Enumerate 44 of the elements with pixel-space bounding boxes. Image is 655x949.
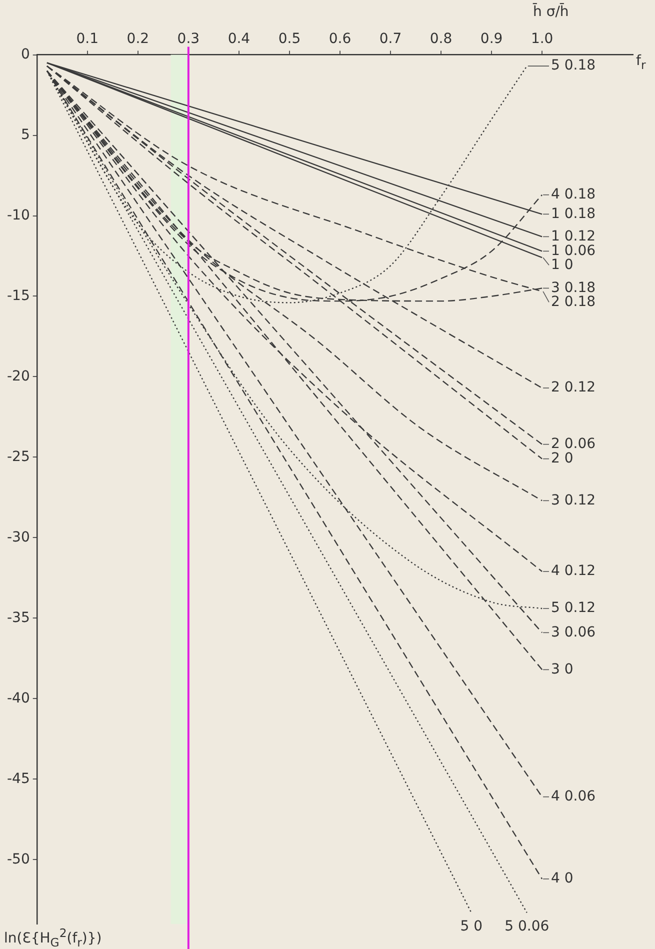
x-tick-label: 0.2 xyxy=(126,31,150,48)
series-label: 3 0.12 xyxy=(551,492,596,508)
y-tick-label: -30 xyxy=(6,529,30,546)
series-label: 1 0.06 xyxy=(551,242,596,259)
series-label: 2 0.06 xyxy=(551,436,596,452)
x-tick-label: 0.1 xyxy=(76,31,99,48)
y-tick-label: 0 xyxy=(20,46,30,62)
y-tick-label: -40 xyxy=(6,690,30,706)
series-label: 5 0 xyxy=(460,918,482,934)
x-tick-label: 0.4 xyxy=(228,31,250,48)
y-tick-label: -45 xyxy=(6,770,30,787)
series-label: 5 0.12 xyxy=(551,600,596,616)
series-label: 4 0.12 xyxy=(551,563,596,580)
y-tick-label: -20 xyxy=(6,368,30,384)
series-label: 5 0.18 xyxy=(551,58,596,74)
series-label: 1 0 xyxy=(551,256,574,273)
x-tick-label: 0.8 xyxy=(430,31,452,48)
series-label: 3 0 xyxy=(551,661,574,678)
y-tick-label: -35 xyxy=(6,610,30,626)
y-axis-title: ln(Ɛ{H$_{G}$$^{2}$(f$_{r}$)}) xyxy=(4,926,102,949)
series-label: 2 0.18 xyxy=(551,294,596,310)
series-label: 1 0.12 xyxy=(551,228,596,244)
series-label: 4 0 xyxy=(551,870,574,887)
series-label: 4 0.06 xyxy=(551,788,596,804)
x-axis-title: f$_{r}$ xyxy=(636,52,646,72)
x-tick-label: 0.9 xyxy=(480,31,503,48)
series-label: 2 0 xyxy=(551,450,574,466)
y-tick-label: -10 xyxy=(6,207,30,224)
x-tick-label: 0.3 xyxy=(177,31,200,48)
series-label: 3 0.06 xyxy=(551,624,596,640)
x-tick-label: 1.0 xyxy=(530,31,554,48)
y-tick-label: -15 xyxy=(6,288,30,304)
y-tick-label: -25 xyxy=(6,448,30,465)
series-label: 1 0.18 xyxy=(551,206,596,222)
y-tick-label: 5 xyxy=(20,126,30,143)
series-label: 2 0.12 xyxy=(551,380,596,396)
series-label: 5 0.06 xyxy=(504,918,550,934)
y-tick-label: -50 xyxy=(6,851,30,868)
series-label: 3 0.18 xyxy=(551,280,596,296)
x-tick-label: 0.5 xyxy=(278,31,301,48)
x-tick-label: 0.6 xyxy=(328,31,352,48)
series-label: 4 0.18 xyxy=(551,186,596,202)
legend-title: h̄ σ/h̄ xyxy=(533,4,569,20)
x-tick-label: 0.7 xyxy=(379,31,402,48)
